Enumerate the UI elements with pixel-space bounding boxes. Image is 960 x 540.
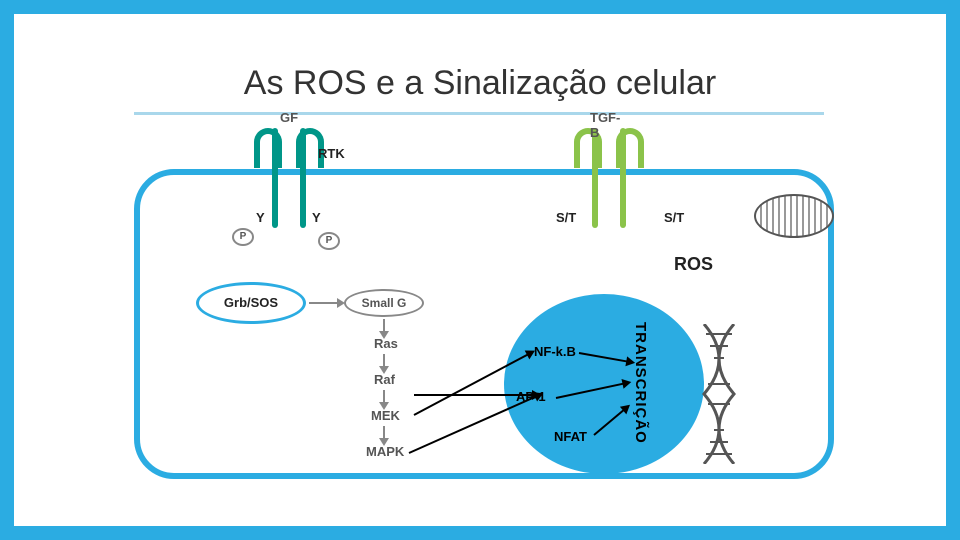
st-left-label: S/T (556, 210, 576, 225)
arrow-ras-raf (383, 354, 385, 368)
smallg-node: Small G (344, 289, 424, 317)
mitochondria-icon (754, 194, 834, 238)
arrow-raf-ap1 (414, 394, 534, 396)
ros-label: ROS (674, 254, 713, 275)
slide-frame: As ROS e a Sinalização celular GF RTK Y … (0, 0, 960, 540)
grbsos-node: Grb/SOS (196, 282, 306, 324)
arrow-smallg-ras (383, 319, 385, 333)
cascade-ras: Ras (374, 336, 398, 351)
arrow-grbsos-smallg (309, 302, 339, 304)
arrow-raf-mek (383, 390, 385, 404)
rtk-stem-left (272, 128, 278, 228)
tgfb-label: TGF-B (590, 110, 620, 140)
cascade-mek: MEK (371, 408, 400, 423)
gf-label: GF (280, 110, 298, 125)
st-right-label: S/T (664, 210, 684, 225)
transcription-label: TRANSCRIÇÃO (632, 322, 649, 444)
tf-nfat: NFAT (554, 429, 587, 444)
cascade-raf: Raf (374, 372, 395, 387)
cascade-mapk: MAPK (366, 444, 404, 459)
tf-nfkb: NF-k.B (534, 344, 576, 359)
y-left-label: Y (256, 210, 265, 225)
rtk-label: RTK (318, 146, 345, 161)
tgf-stem-left (592, 128, 598, 228)
page-title: As ROS e a Sinalização celular (14, 64, 946, 103)
signaling-diagram: GF RTK Y Y P P TGF-B S/T S/T ROS Grb/SOS (134, 134, 854, 504)
title-underline (134, 112, 824, 115)
rtk-stem-right (300, 128, 306, 228)
y-right-label: Y (312, 210, 321, 225)
p-left-badge: P (232, 228, 254, 246)
dna-icon (694, 324, 744, 469)
p-right-badge: P (318, 232, 340, 250)
nucleus (504, 294, 704, 474)
tgf-stem-right (620, 128, 626, 228)
arrow-mek-mapk (383, 426, 385, 440)
